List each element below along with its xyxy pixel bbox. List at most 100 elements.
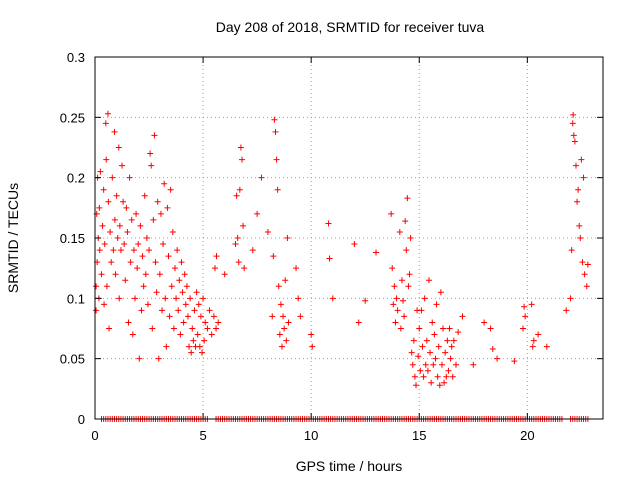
data-point	[362, 297, 369, 304]
data-point	[113, 192, 120, 199]
data-point	[236, 186, 243, 193]
axis-ticks: 0 0.05 0.1 0.15 0.2 0.25 0.3 0 5 10 15 20	[60, 50, 603, 443]
data-point	[584, 261, 591, 268]
y-tick-label: 0.1	[67, 291, 85, 306]
data-point	[308, 331, 315, 338]
data-point	[163, 343, 170, 350]
data-point	[154, 198, 161, 205]
data-point	[201, 337, 208, 344]
data-point	[162, 295, 169, 302]
data-point	[407, 235, 414, 241]
data-point	[202, 319, 209, 326]
data-point	[186, 343, 193, 350]
data-point	[579, 259, 586, 266]
y-tick-label: 0.3	[67, 50, 85, 65]
data-point	[424, 367, 431, 374]
data-point	[128, 216, 135, 223]
data-point	[127, 259, 134, 266]
data-point	[151, 132, 158, 139]
data-point	[249, 247, 256, 254]
data-point	[180, 319, 187, 326]
data-point	[96, 247, 103, 254]
data-point	[157, 210, 164, 217]
data-point	[272, 128, 279, 135]
data-point	[325, 220, 332, 227]
data-point	[110, 247, 117, 254]
data-point	[164, 204, 171, 211]
data-point	[165, 253, 172, 260]
data-point	[529, 343, 536, 350]
data-point	[93, 307, 100, 314]
data-point	[150, 216, 157, 223]
data-point	[422, 361, 429, 368]
data-point	[191, 307, 198, 314]
data-point	[450, 337, 457, 344]
data-point	[271, 116, 278, 123]
data-point	[373, 249, 380, 256]
data-point	[511, 358, 518, 365]
data-point	[146, 247, 153, 254]
data-point	[280, 313, 287, 320]
data-point	[237, 144, 244, 151]
data-point	[410, 337, 417, 344]
data-point	[425, 277, 432, 284]
data-point	[436, 382, 443, 389]
data-point	[389, 265, 396, 272]
data-point	[233, 192, 240, 199]
data-point	[528, 301, 535, 308]
data-point	[535, 331, 542, 338]
data-point	[133, 210, 140, 217]
data-point	[448, 343, 455, 350]
data-point	[169, 228, 176, 235]
data-point	[189, 325, 196, 332]
data-point	[115, 144, 122, 151]
data-point	[281, 325, 288, 332]
data-point	[125, 319, 132, 326]
data-point	[418, 307, 425, 314]
data-point	[213, 253, 220, 260]
data-point	[208, 331, 215, 338]
x-tick-label: 10	[304, 428, 318, 443]
data-point	[521, 303, 528, 310]
data-point	[234, 235, 241, 241]
data-point	[444, 337, 451, 344]
data-point	[103, 156, 110, 163]
data-point	[264, 228, 271, 235]
data-point	[188, 349, 195, 356]
data-point	[96, 204, 103, 211]
data-point	[415, 353, 422, 360]
data-point	[487, 325, 494, 332]
data-point	[568, 247, 575, 254]
data-point	[211, 265, 218, 272]
data-point	[235, 259, 242, 266]
data-point	[402, 218, 409, 225]
data-point	[570, 132, 577, 139]
data-point	[119, 162, 126, 169]
data-point	[183, 283, 190, 290]
data-point	[441, 379, 448, 386]
data-point	[282, 277, 289, 284]
data-point	[137, 222, 144, 229]
data-point	[134, 265, 141, 272]
data-point	[400, 297, 407, 304]
data-point	[126, 174, 133, 181]
data-point	[120, 198, 127, 205]
data-point	[143, 235, 150, 241]
data-point	[213, 325, 220, 332]
data-point	[105, 198, 112, 205]
data-point	[392, 319, 399, 326]
data-point	[167, 186, 174, 193]
data-point	[543, 343, 550, 350]
data-point	[153, 289, 160, 296]
data-point	[144, 301, 151, 308]
data-point	[108, 259, 115, 266]
data-point	[408, 349, 415, 356]
data-point	[232, 241, 239, 248]
data-point	[438, 361, 445, 368]
data-point	[139, 253, 146, 260]
chart-title: Day 208 of 2018, SRMTID for receiver tuv…	[216, 19, 485, 35]
data-point	[241, 265, 248, 272]
data-point	[409, 361, 416, 368]
x-tick-label: 5	[199, 428, 206, 443]
